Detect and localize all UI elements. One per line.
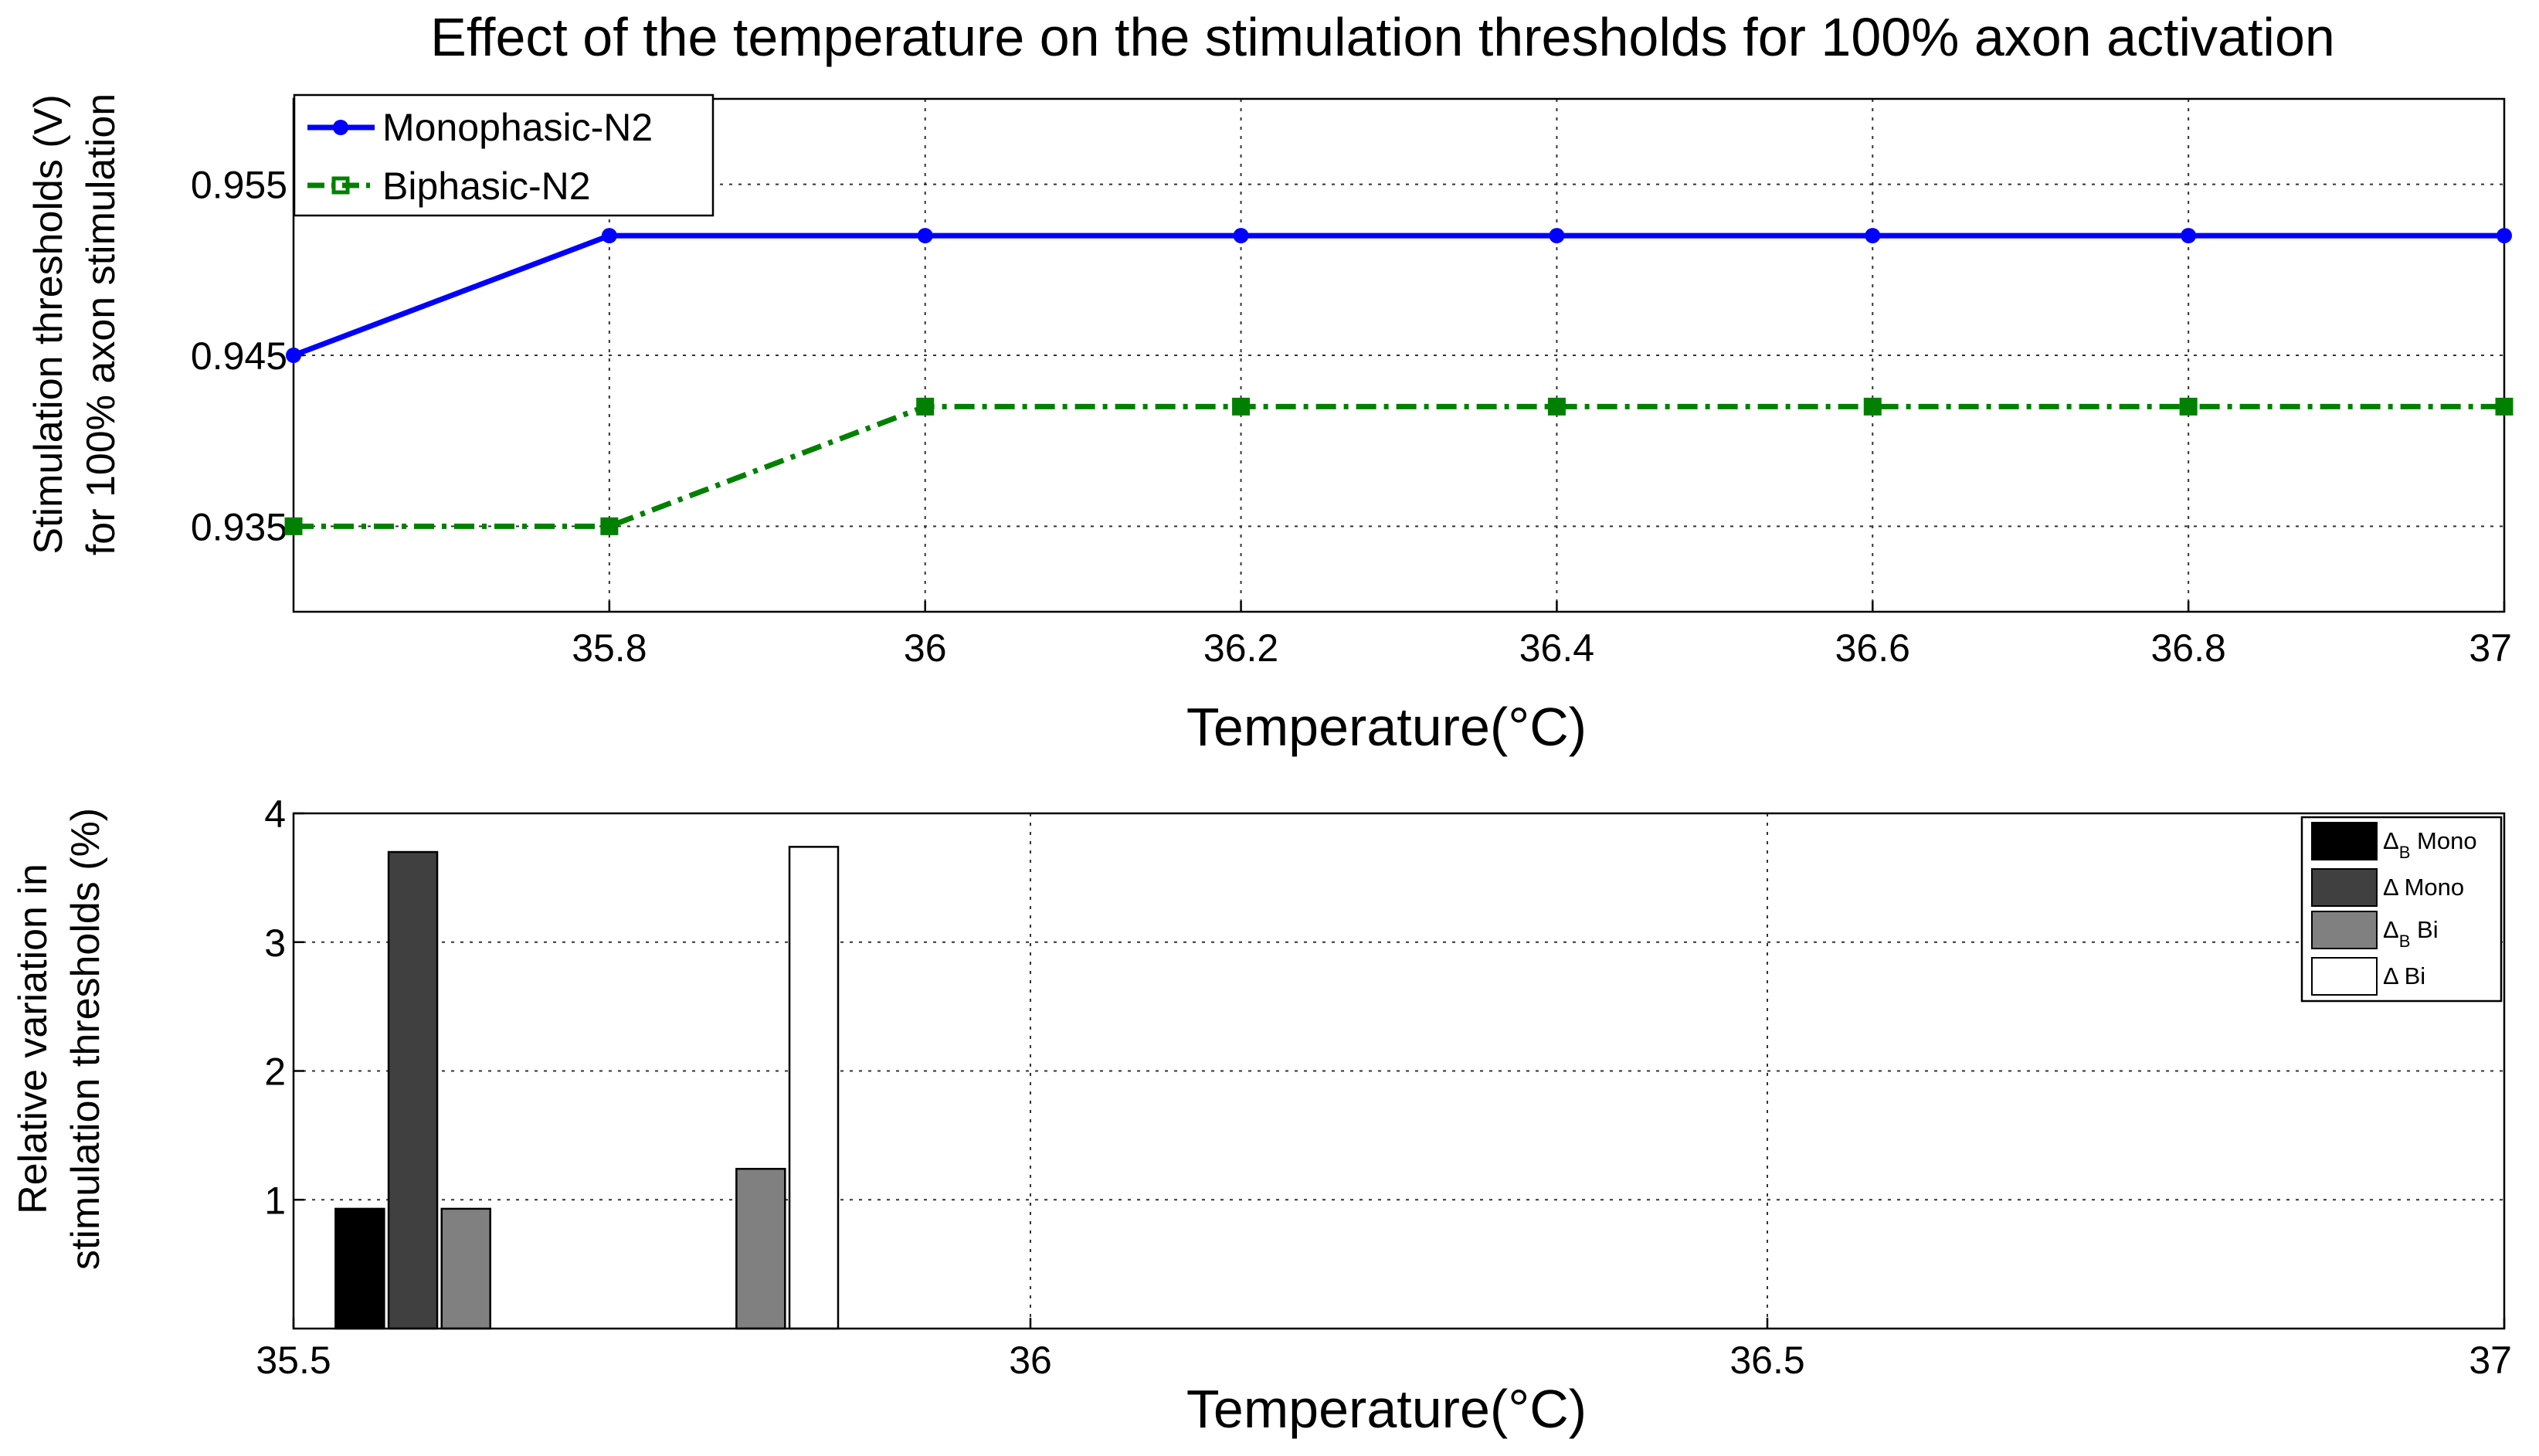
series-point-biphasic-n2 bbox=[916, 397, 935, 416]
bottom-x-tick-label: 36 bbox=[1009, 1339, 1052, 1382]
bottom-bars bbox=[334, 846, 840, 1330]
bar-series-2 bbox=[735, 1167, 786, 1330]
series-point-monophasic-n2 bbox=[1549, 228, 1565, 244]
series-point-monophasic-n2 bbox=[917, 228, 933, 244]
series-point-biphasic-n2 bbox=[1232, 397, 1251, 416]
legend-monophasic-label: Monophasic-N2 bbox=[382, 106, 653, 149]
top-y-ticks: 0.935 0.945 0.955 bbox=[191, 164, 304, 548]
bottom-y-tick-label: 2 bbox=[264, 1050, 286, 1094]
top-x-axis-label: Temperature(°C) bbox=[1186, 697, 1587, 757]
top-x-tick-label: 36.4 bbox=[1519, 626, 1594, 670]
top-x-ticks: 35.8 36 36.2 36.4 36.6 36.8 37 bbox=[572, 601, 2512, 670]
series-point-monophasic-n2 bbox=[2181, 228, 2197, 244]
top-chart-title: Effect of the temperature on the stimula… bbox=[430, 7, 2335, 67]
legend-entry-label: ΔB Bi bbox=[2383, 916, 2439, 951]
legend-swatch bbox=[2311, 822, 2378, 860]
bottom-y-axis-label-line2: stimulation thresholds (%) bbox=[63, 808, 108, 1270]
bottom-x-tick-label: 36.5 bbox=[1729, 1339, 1804, 1382]
top-x-tick-label: 36 bbox=[904, 626, 947, 670]
bottom-x-ticks: 35.5 36 36.5 37 bbox=[256, 1318, 2512, 1382]
bottom-x-tick-label: 37 bbox=[2469, 1339, 2512, 1382]
series-line-monophasic-n2 bbox=[292, 232, 2504, 358]
series-point-biphasic-n2 bbox=[2495, 397, 2514, 416]
top-series bbox=[284, 228, 2514, 535]
legend-entry-label: Δ Mono bbox=[2383, 874, 2464, 901]
legend-swatch bbox=[2311, 957, 2378, 996]
series-point-biphasic-n2 bbox=[1547, 397, 1566, 416]
series-point-biphasic-n2 bbox=[1863, 397, 1882, 416]
bottom-legend: ΔB Mono Δ Mono ΔB Bi Δ Bi bbox=[2300, 816, 2503, 1003]
series-point-monophasic-n2 bbox=[1865, 228, 1881, 244]
top-legend-box bbox=[293, 93, 715, 217]
legend-entry-label: Δ Bi bbox=[2383, 962, 2425, 989]
top-x-tick-label: 36.6 bbox=[1835, 626, 1910, 670]
bar-series-3 bbox=[788, 846, 840, 1330]
top-x-tick-label: 36.8 bbox=[2150, 626, 2225, 670]
bottom-y-axis-label: Relative variation in stimulation thresh… bbox=[11, 808, 108, 1270]
bottom-y-axis-label-line1: Relative variation in bbox=[11, 864, 56, 1214]
legend-swatch bbox=[2311, 911, 2378, 949]
bar-series-0 bbox=[334, 1207, 385, 1330]
top-y-tick-label: 0.935 bbox=[191, 505, 287, 548]
series-line-biphasic-n2 bbox=[294, 403, 2504, 529]
series-point-biphasic-n2 bbox=[2179, 397, 2198, 416]
bar-series-1 bbox=[387, 850, 439, 1330]
top-x-tick-label: 36.2 bbox=[1203, 626, 1278, 670]
top-x-tick-label: 37 bbox=[2469, 626, 2512, 670]
series-point-monophasic-n2 bbox=[601, 228, 617, 244]
top-y-axis-label-line1: Stimulation thresholds (V) bbox=[26, 94, 71, 554]
bottom-grid bbox=[293, 813, 2505, 1329]
series-point-monophasic-n2 bbox=[286, 348, 301, 363]
top-legend: Monophasic-N2 Biphasic-N2 bbox=[293, 93, 715, 217]
top-y-tick-label: 0.955 bbox=[191, 164, 287, 207]
bottom-y-ticks: 1 2 3 4 bbox=[264, 792, 304, 1222]
legend-biphasic-label: Biphasic-N2 bbox=[382, 165, 591, 208]
legend-biphasic-marker bbox=[331, 176, 350, 195]
bar-series-2 bbox=[440, 1207, 491, 1330]
legend-monophasic-marker bbox=[333, 120, 348, 135]
bottom-legend-items: ΔB Mono Δ Mono ΔB Bi Δ Bi bbox=[2311, 822, 2477, 996]
series-point-biphasic-n2 bbox=[600, 517, 619, 535]
legend-entry-label: ΔB Mono bbox=[2383, 827, 2477, 862]
bottom-x-axis-label: Temperature(°C) bbox=[1186, 1379, 1587, 1439]
bottom-y-tick-label: 1 bbox=[264, 1179, 286, 1222]
top-y-axis-label-line2: for 100% axon stimulation bbox=[79, 93, 124, 555]
bottom-x-tick-label: 35.5 bbox=[256, 1339, 331, 1382]
bottom-y-tick-label: 3 bbox=[264, 921, 286, 965]
top-y-axis-label: Stimulation thresholds (V) for 100% axon… bbox=[26, 93, 124, 555]
bottom-y-tick-label: 4 bbox=[264, 792, 286, 836]
top-x-tick-label: 35.8 bbox=[572, 626, 647, 670]
series-point-biphasic-n2 bbox=[284, 517, 303, 535]
legend-swatch bbox=[2311, 868, 2378, 907]
series-point-monophasic-n2 bbox=[2497, 228, 2512, 244]
series-point-monophasic-n2 bbox=[1233, 228, 1249, 244]
top-y-tick-label: 0.945 bbox=[191, 334, 287, 378]
